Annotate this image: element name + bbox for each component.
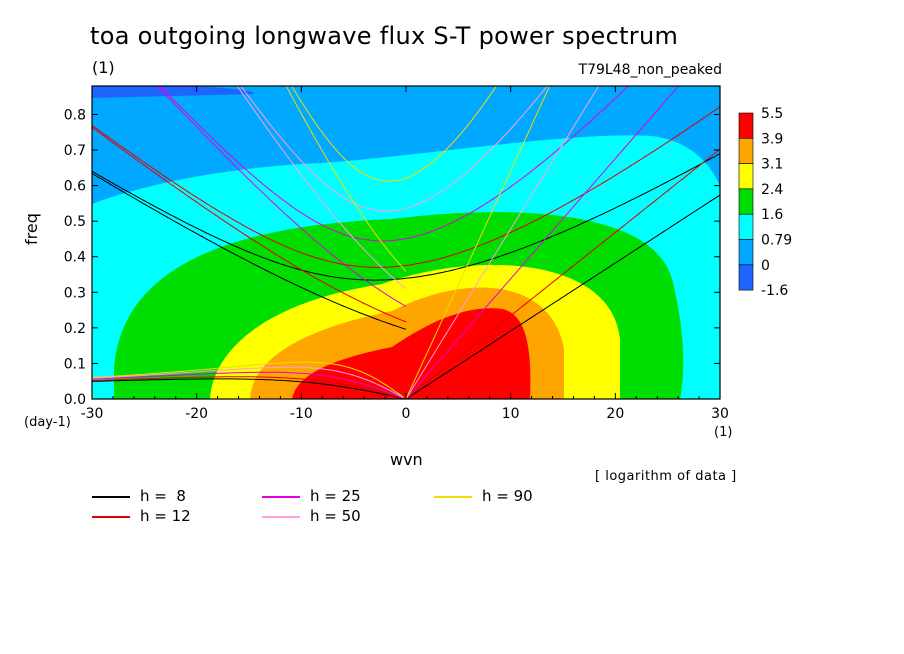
legend-swatch [92,516,130,518]
colorbar-level-label: 3.1 [761,157,783,173]
y-tick-label: 0.2 [64,321,86,337]
data-note: [ logarithm of data ] [595,469,737,484]
chart-subtitle-units: (1) [92,58,115,77]
x-tick-label: 20 [606,406,624,422]
ig-curve-h12 [92,106,720,268]
colorbar-level-label: -1.6 [761,283,788,299]
colorbar-segment [738,239,754,266]
colorbar-segment [738,138,754,164]
mrg-curve-h25 [156,86,407,307]
colorbar-level-label: 3.9 [761,131,783,147]
colorbar-segment [738,213,754,240]
x-tick-label: -30 [81,406,104,422]
kelvin-curve-h25 [405,86,680,399]
colorbar-segment [738,264,754,291]
rossby-curve-h90 [92,361,404,398]
colorbar-level-label: 5.5 [761,106,783,122]
rossby-curve-h12 [92,376,404,399]
y-axis-unit: (day-1) [24,415,71,430]
kelvin-curve-h50 [405,86,600,399]
y-tick-label: 0.0 [64,392,86,408]
ig-curve-h50 [240,86,548,212]
axis-ticks: -30 -20 -10 0 10 20 30 0.0 0.1 0.2 0.3 0.4 0.5 0.6 0.7… [64,86,729,422]
colorbar-segment [738,188,754,215]
colorbar: 5.5 3.9 3.1 2.4 1.6 0.79 0 -1.6 [738,106,792,299]
x-tick-label: 10 [502,406,520,422]
chart-title: toa outgoing longwave flux S-T power spe… [90,22,679,50]
mrg-curve-h50 [236,86,407,290]
kelvin-curve-h12 [405,148,720,399]
experiment-name: T79L48_non_peaked [578,62,722,78]
mrg-curve-h12 [92,126,407,323]
legend-swatch [262,496,300,498]
colorbar-level-label: 0 [761,258,770,274]
rossby-curve-h50 [92,366,404,399]
legend-label: h = 8 [140,487,186,505]
fill-level-darkblue [92,86,254,98]
legend-label: h = 50 [310,507,361,525]
x-tick-label: 30 [711,406,729,422]
ig-curve-h90 [291,86,498,182]
x-axis-label: wvn [390,450,423,469]
legend-label: h = 12 [140,507,191,525]
rossby-curve-h8 [92,378,404,399]
y-tick-label: 0.7 [64,143,86,159]
y-tick-label: 0.5 [64,214,86,230]
x-tick-label: -20 [185,406,208,422]
mrg-curve-h8 [92,173,407,330]
colorbar-level-label: 2.4 [761,182,783,198]
y-tick-label: 0.8 [64,107,86,123]
colorbar-level-label: 1.6 [761,207,783,223]
x-axis-unit: (1) [714,425,733,440]
colorbar-segment [738,112,754,139]
legend-label: h = 25 [310,487,361,505]
legend-swatch [262,516,300,518]
mrg-curve-h90 [285,86,407,272]
y-tick-label: 0.1 [64,356,86,372]
y-axis-label: freq [22,213,41,245]
kelvin-curve-h90 [405,86,551,399]
legend-swatch [434,496,472,498]
kelvin-curve-h8 [405,194,720,399]
ig-curve-h8 [92,153,720,281]
y-tick-label: 0.3 [64,285,86,301]
x-tick-label: 0 [402,406,411,422]
y-tick-label: 0.4 [64,250,86,266]
legend-label: h = 90 [482,487,533,505]
x-tick-label: -10 [290,406,313,422]
ig-curve-h25 [159,86,630,242]
fill-level-red [292,308,531,399]
dispersion-curves [92,86,720,399]
colorbar-level-label: 0.79 [761,233,792,249]
legend-swatch [92,496,130,498]
rossby-curve-h25 [92,371,404,399]
y-tick-label: 0.6 [64,179,86,195]
colorbar-segment [738,163,754,190]
contour-fills [92,86,720,399]
